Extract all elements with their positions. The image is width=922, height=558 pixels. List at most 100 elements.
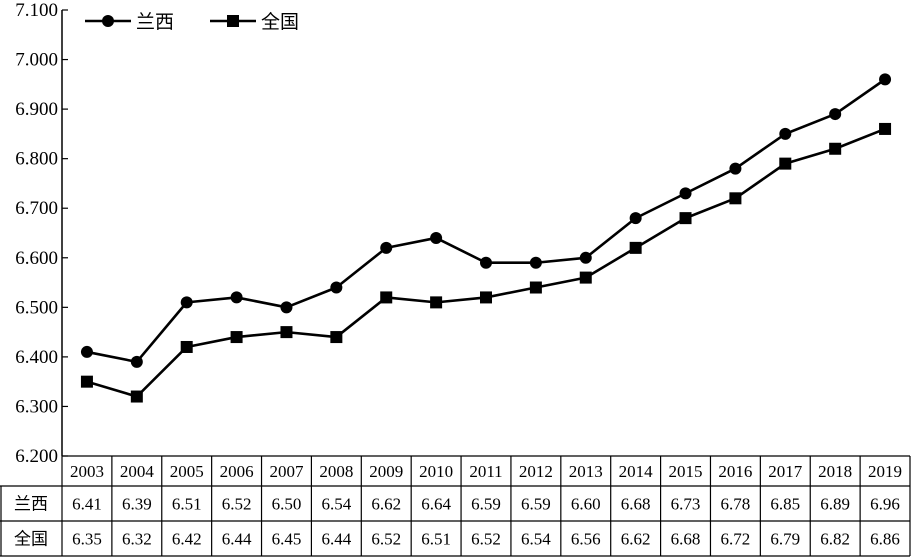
data-point-circle — [579, 251, 592, 264]
data-point-square — [579, 271, 592, 284]
table-cell-value: 6.52 — [471, 530, 501, 549]
table-cell-value: 6.56 — [571, 530, 601, 549]
data-point-circle — [879, 73, 892, 86]
table-cell-value: 6.50 — [272, 495, 302, 514]
data-point-square — [130, 390, 143, 403]
data-point-circle — [629, 212, 642, 225]
data-point-circle — [80, 345, 93, 358]
table-cell-value: 6.62 — [371, 495, 401, 514]
data-point-square — [380, 291, 393, 304]
y-tick-label: 6.300 — [15, 396, 58, 417]
table-cell-value: 6.44 — [321, 530, 351, 549]
legend-marker-square — [227, 15, 239, 27]
x-tick-label: 2010 — [419, 462, 453, 481]
table-cell-value: 6.41 — [72, 495, 102, 514]
table-cell-value: 6.42 — [172, 530, 202, 549]
data-point-square — [779, 157, 792, 170]
data-point-square — [879, 122, 892, 135]
x-tick-label: 2003 — [70, 462, 104, 481]
data-point-square — [430, 296, 443, 309]
x-tick-label: 2011 — [469, 462, 502, 481]
data-point-square — [280, 326, 293, 339]
table-cell-value: 6.45 — [272, 530, 302, 549]
table-cell-value: 6.52 — [371, 530, 401, 549]
data-point-circle — [529, 256, 542, 269]
table-cell-value: 6.79 — [770, 530, 800, 549]
x-tick-label: 2018 — [818, 462, 852, 481]
table-cell-value: 6.60 — [571, 495, 601, 514]
data-point-circle — [180, 296, 193, 309]
x-tick-label: 2016 — [718, 462, 752, 481]
table-cell-value: 6.85 — [770, 495, 800, 514]
y-tick-label: 6.500 — [15, 297, 58, 318]
x-tick-label: 2015 — [669, 462, 703, 481]
y-tick-label: 6.200 — [15, 446, 58, 467]
data-point-circle — [330, 281, 343, 294]
data-point-square — [629, 241, 642, 254]
data-point-circle — [280, 301, 293, 314]
table-cell-value: 6.51 — [172, 495, 202, 514]
x-tick-label: 2005 — [170, 462, 204, 481]
legend-label: 全国 — [261, 11, 299, 33]
table-cell-value: 6.44 — [222, 530, 252, 549]
x-tick-label: 2017 — [768, 462, 803, 481]
table-cell-value: 6.39 — [122, 495, 152, 514]
x-tick-label: 2008 — [319, 462, 353, 481]
x-tick-label: 2019 — [868, 462, 902, 481]
table-cell-value: 6.52 — [222, 495, 252, 514]
table-row-label: 兰西 — [14, 495, 48, 515]
x-tick-label: 2012 — [519, 462, 553, 481]
data-point-circle — [829, 108, 842, 121]
table-cell-value: 6.51 — [421, 530, 451, 549]
series-line-1 — [86, 78, 886, 364]
data-point-square — [80, 375, 93, 388]
table-cell-value: 6.32 — [122, 530, 152, 549]
data-point-circle — [679, 187, 692, 200]
data-point-square — [230, 331, 243, 344]
y-tick-label: 7.000 — [15, 50, 58, 71]
table-cell-value: 6.68 — [621, 495, 651, 514]
data-point-square — [679, 212, 692, 225]
y-tick-label: 7.100 — [15, 0, 58, 21]
table-cell-value: 6.72 — [721, 530, 751, 549]
table-cell-value: 6.35 — [72, 530, 102, 549]
data-point-circle — [430, 231, 443, 244]
data-point-square — [180, 340, 193, 353]
x-tick-label: 2009 — [369, 462, 403, 481]
y-tick-label: 6.900 — [15, 99, 58, 120]
legend-label: 兰西 — [136, 11, 174, 33]
data-point-square — [829, 142, 842, 155]
table-cell-value: 6.59 — [471, 495, 501, 514]
legend-marker-circle — [102, 15, 114, 27]
y-tick-label: 6.600 — [15, 248, 58, 269]
data-point-circle — [130, 355, 143, 368]
table-cell-value: 6.89 — [820, 495, 850, 514]
table-cell-value: 6.78 — [721, 495, 751, 514]
table-cell-value: 6.62 — [621, 530, 651, 549]
y-tick-label: 6.800 — [15, 149, 58, 170]
table-cell-value: 6.59 — [521, 495, 551, 514]
data-point-square — [330, 331, 343, 344]
data-point-circle — [779, 127, 792, 140]
x-tick-label: 2013 — [569, 462, 603, 481]
data-point-circle — [480, 256, 492, 269]
data-point-circle — [230, 291, 243, 304]
table-cell-value: 6.54 — [321, 495, 351, 514]
table-cell-value: 6.73 — [671, 495, 701, 514]
data-point-circle — [380, 241, 393, 254]
data-point-circle — [729, 162, 742, 175]
data-point-square — [529, 281, 542, 294]
data-point-square — [729, 192, 742, 205]
table-cell-value: 6.96 — [870, 495, 900, 514]
y-tick-label: 6.700 — [15, 198, 58, 219]
x-tick-label: 2004 — [120, 462, 155, 481]
table-cell-value: 6.68 — [671, 530, 701, 549]
y-tick-label: 6.400 — [15, 347, 58, 368]
x-tick-label: 2014 — [619, 462, 654, 481]
table-row-label: 全国 — [14, 530, 48, 550]
data-point-square — [480, 291, 492, 304]
x-tick-label: 2007 — [269, 462, 304, 481]
table-cell-value: 6.54 — [521, 530, 551, 549]
x-tick-label: 2006 — [220, 462, 254, 481]
